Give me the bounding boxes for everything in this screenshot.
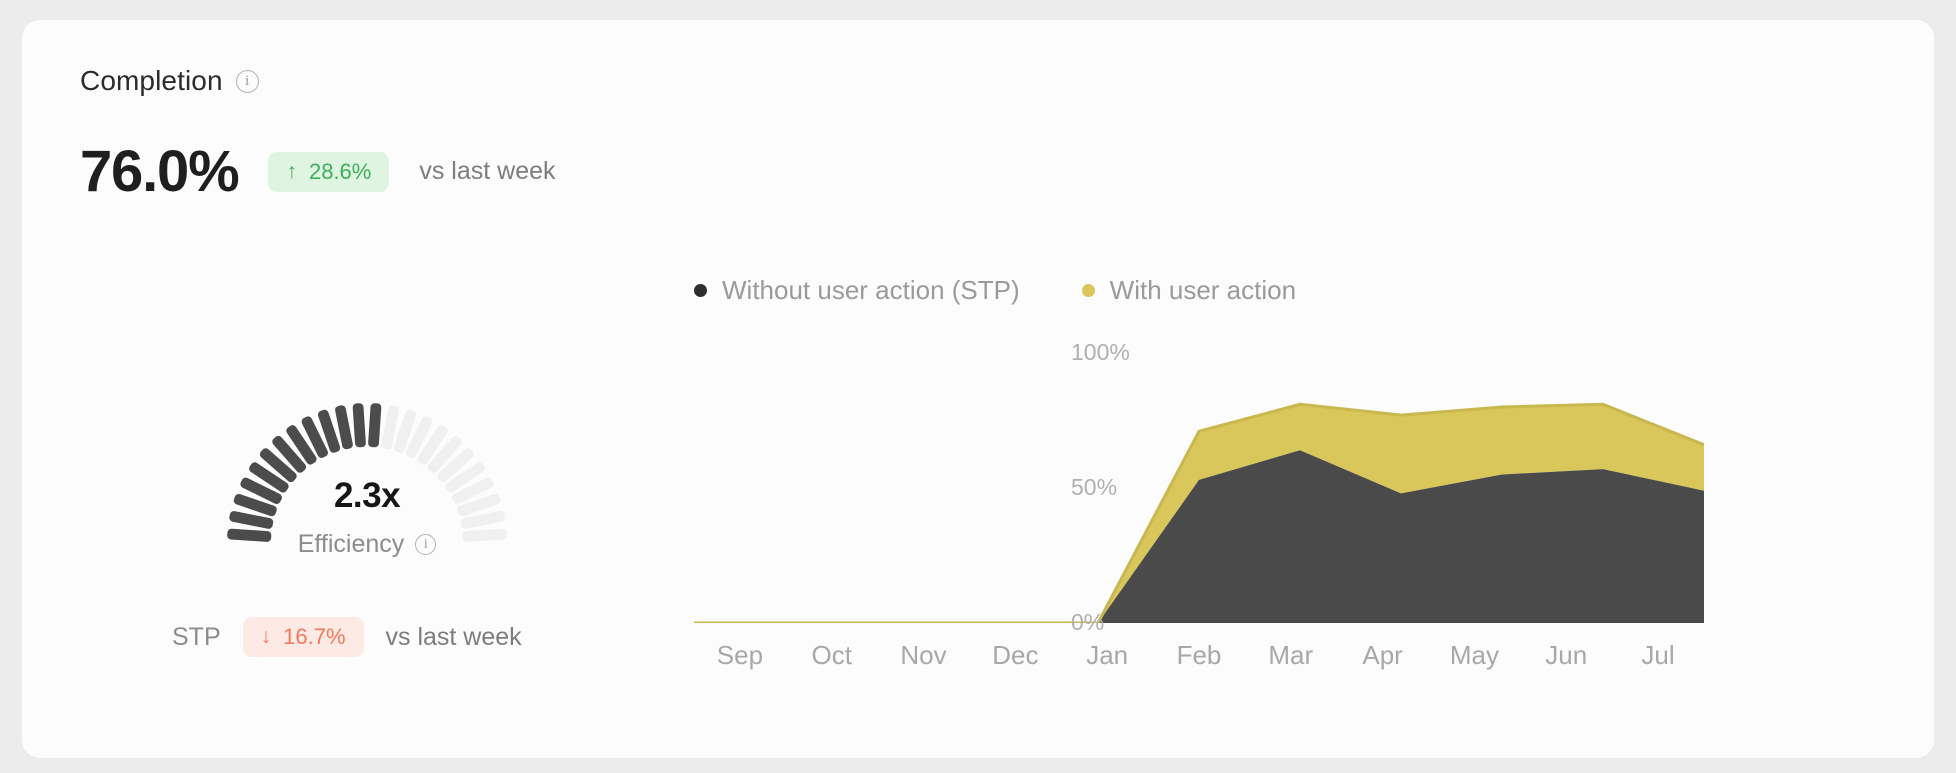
completion-comparison-label: vs last week [419,157,556,185]
completion-area-chart: Without user action (STP) With user acti… [682,275,1722,695]
legend-dot-icon [1081,284,1095,297]
legend-label: Without user action (STP) [722,275,1020,305]
info-icon[interactable]: i [235,69,259,93]
gauge-segment [259,448,297,483]
efficiency-gauge: 2.3x Efficiency i [142,338,592,573]
completion-delta-badge: ↑ 28.6% [268,151,390,192]
gauge-segment [405,416,433,458]
gauge-segment [240,477,282,505]
x-axis-tick-label: Feb [1176,640,1222,670]
stp-label: STP [172,622,221,651]
x-axis-tick-label: Dec [992,640,1039,670]
gauge-segment [317,409,341,453]
legend-label: With user action [1109,275,1297,305]
gauge-segment [437,448,475,483]
gauge-segment [381,405,399,450]
legend-item-with-user-action[interactable]: With user action [1081,275,1297,306]
arrow-up-icon: ↑ [286,159,297,183]
gauge-segment [393,409,417,453]
x-axis-tick-label: Oct [811,640,852,670]
x-axis-tick-label: Mar [1268,640,1314,670]
legend-dot-icon [694,284,707,297]
card-header: Completion i [80,65,259,97]
gauge-segment [272,435,307,473]
completion-value: 76.0% [80,139,240,204]
x-axis-tick-label: May [1449,640,1499,670]
gauge-segment [427,435,462,473]
x-axis-tick-label: Nov [900,640,947,670]
x-axis-tick-label: Jul [1641,640,1675,670]
x-axis-labels: Sep Oct Nov Dec Jan Feb Mar Apr May Jun Jul [694,640,1704,671]
gauge-segment [368,403,382,448]
gauge-segment [457,493,501,517]
completion-card: Completion i 76.0% ↑ 28.6% vs last week … [22,20,1934,758]
x-axis-tick-label: Apr [1362,640,1403,670]
y-axis-tick-label: 100% [1071,339,1130,365]
gauge-segment [452,477,494,505]
y-axis-tick-label: 50% [1071,474,1118,500]
completion-delta-value: 28.6% [308,158,372,184]
area-with-user-action [694,404,1704,623]
gauge-segment [227,528,272,542]
x-axis-tick-label: Jan [1086,640,1129,670]
gauge-segment [460,511,505,529]
efficiency-value: 2.3x [333,476,401,515]
gauge-segment [301,416,329,458]
chart-plot-area [694,353,1704,623]
gauge-segment [249,462,289,493]
efficiency-label: Efficiency [297,530,405,558]
gauge-segment [233,493,277,517]
gauge-segment [352,403,366,448]
gauge-segment [417,425,448,465]
info-icon[interactable]: i [415,534,437,555]
gauge-segment [229,511,274,529]
area-chart-svg [694,402,1704,623]
y-axis-tick-label: 0% [1071,609,1105,635]
x-axis-tick-label: Jun [1545,640,1588,670]
gauge-segment [462,528,507,542]
stp-delta-badge: ↓ 16.7% [242,617,364,657]
stp-metric-row: STP ↓ 16.7% vs last week [172,617,522,657]
gauge-segment [445,462,485,493]
line-with-user-action [694,402,1704,623]
chart-legend: Without user action (STP) With user acti… [694,275,1722,306]
arrow-down-icon: ↓ [260,625,272,648]
gauge-segment [335,405,353,450]
stp-comparison-label: vs last week [385,622,522,651]
headline-metric: 76.0% ↑ 28.6% vs last week [80,138,556,205]
gauge-segment [286,425,317,465]
y-axis-labels: 100% 50% 0% [1071,275,1191,695]
x-axis-tick-label: Sep [716,640,764,670]
page-title: Completion [80,65,223,96]
legend-item-stp[interactable]: Without user action (STP) [694,275,1020,306]
stp-delta-value: 16.7% [283,624,346,649]
gauge-arc [227,403,507,542]
area-without-user-action [694,450,1704,623]
